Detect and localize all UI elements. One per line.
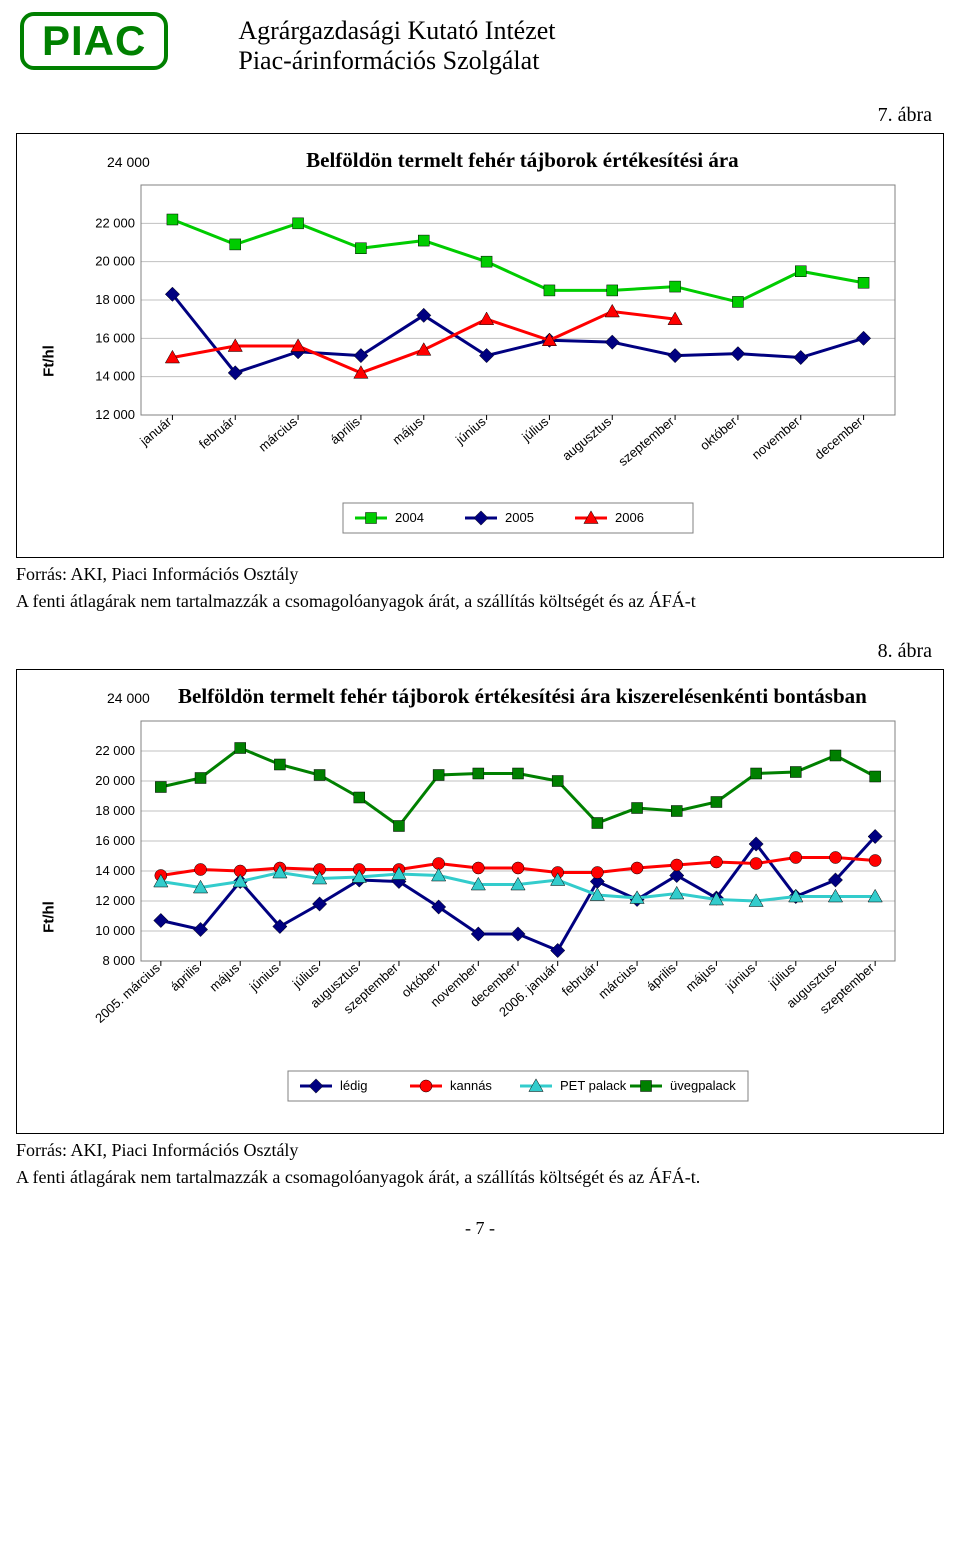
svg-text:május: május [683,960,719,995]
fig7-label: 7. ábra [0,104,960,127]
svg-text:lédig: lédig [340,1078,367,1093]
svg-text:22 000: 22 000 [95,743,135,758]
svg-text:október: október [697,413,740,453]
header-title-2: Piac-árinformációs Szolgálat [238,46,555,76]
svg-text:22 000: 22 000 [95,215,135,230]
svg-text:február: február [559,960,600,999]
svg-text:április: április [327,413,363,447]
svg-text:március: március [595,960,639,1002]
header-title-1: Agrárgazdasági Kutató Intézet [238,16,555,46]
svg-text:2006: 2006 [615,510,644,525]
fig7-ymax-inline: 24 000 [107,154,150,170]
svg-text:május: május [206,960,242,995]
fig8-note: A fenti átlagárak nem tartalmazzák a cso… [16,1167,944,1188]
svg-text:június: június [246,960,282,995]
fig7-chart: 12 000 14 000 16 000 18 000 20 000 22 000 janu… [85,181,905,541]
svg-text:16 000: 16 000 [95,330,135,345]
svg-text:20 000: 20 000 [95,773,135,788]
svg-text:szeptember: szeptember [615,413,677,469]
svg-text:14 000: 14 000 [95,863,135,878]
svg-text:május: május [389,413,426,447]
svg-text:június: június [452,413,489,447]
svg-text:július: július [518,413,551,444]
svg-text:április: április [167,960,203,994]
fig8-source: Forrás: AKI, Piaci Információs Osztály [16,1140,944,1161]
svg-text:március: március [256,413,301,454]
svg-text:november: november [749,413,803,462]
svg-text:április: április [643,960,679,994]
svg-text:20 000: 20 000 [95,254,135,269]
svg-text:augusztus: augusztus [559,413,614,463]
svg-text:10 000: 10 000 [95,923,135,938]
svg-text:2004: 2004 [395,510,424,525]
fig8-ylabel: Ft/hl [40,901,57,933]
svg-text:üvegpalack: üvegpalack [670,1078,736,1093]
fig8-frame: 24 000 Belföldön termelt fehér tájborok … [16,669,944,1134]
fig7-ylabel: Ft/hl [40,345,57,377]
fig7-title: Belföldön termelt fehér tájborok értékes… [306,148,739,172]
fig8-title: Belföldön termelt fehér tájborok értékes… [178,684,867,708]
svg-text:december: december [812,413,866,462]
fig7-note: A fenti átlagárak nem tartalmazzák a cso… [16,591,944,612]
svg-text:2005. március: 2005. március [92,960,163,1026]
fig7-source: Forrás: AKI, Piaci Információs Osztály [16,564,944,585]
svg-text:14 000: 14 000 [95,369,135,384]
svg-text:június: június [722,960,758,995]
svg-text:8 000: 8 000 [102,953,135,968]
page-footer: - 7 - [0,1218,960,1239]
svg-text:február: február [196,413,238,451]
fig8-chart: 8 000 10 000 12 000 14 000 16 000 18 000 20 00… [85,717,905,1117]
svg-text:18 000: 18 000 [95,803,135,818]
svg-text:12 000: 12 000 [95,407,135,422]
svg-text:július: július [765,960,798,992]
svg-text:PET palack: PET palack [560,1078,627,1093]
piac-badge: PIAC [20,12,168,70]
svg-text:július: július [289,960,322,992]
svg-text:16 000: 16 000 [95,833,135,848]
svg-text:12 000: 12 000 [95,893,135,908]
fig8-ymax-inline: 24 000 [107,690,150,706]
fig7-frame: 24 000 Belföldön termelt fehér tájborok … [16,133,944,558]
svg-text:2005: 2005 [505,510,534,525]
fig8-label: 8. ábra [0,640,960,663]
svg-text:kannás: kannás [450,1078,492,1093]
svg-text:18 000: 18 000 [95,292,135,307]
svg-text:január: január [136,413,175,449]
